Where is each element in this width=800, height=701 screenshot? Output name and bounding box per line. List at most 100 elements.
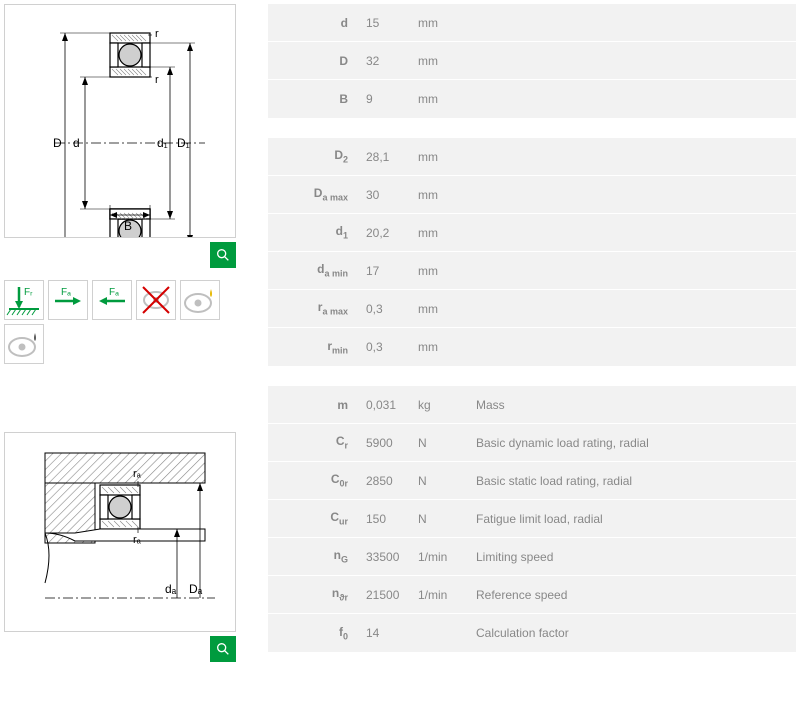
table-row: nG335001/minLimiting speed bbox=[268, 538, 796, 576]
param-description: Reference speed bbox=[472, 588, 796, 602]
param-value: 15 bbox=[360, 16, 418, 30]
load-type-icons: Fᵣ Fₐ Fₐ bbox=[4, 280, 260, 364]
table-row: d15mm bbox=[268, 4, 796, 42]
param-description: Limiting speed bbox=[472, 550, 796, 564]
param-description: Fatigue limit load, radial bbox=[472, 512, 796, 526]
dim-D: D bbox=[53, 136, 62, 150]
param-label: B bbox=[268, 92, 360, 106]
principal-dimensions-table: d15mmD32mmB9mm bbox=[268, 4, 796, 118]
param-unit: mm bbox=[418, 226, 472, 240]
mounting-dimensions-table: D228,1mmDa max30mmd120,2mmda min17mmra m… bbox=[268, 138, 796, 366]
svg-text:Fᵣ: Fᵣ bbox=[24, 287, 33, 298]
table-row: d120,2mm bbox=[268, 214, 796, 252]
radial-load-icon[interactable]: Fᵣ bbox=[4, 280, 44, 320]
dim-B: B bbox=[124, 219, 132, 233]
param-value: 0,3 bbox=[360, 302, 418, 316]
param-unit: mm bbox=[418, 92, 472, 106]
param-label: Da max bbox=[268, 186, 360, 202]
magnifier-icon bbox=[215, 641, 231, 657]
param-label: f0 bbox=[268, 625, 360, 641]
table-row: rmin0,3mm bbox=[268, 328, 796, 366]
table-row: Da max30mm bbox=[268, 176, 796, 214]
param-unit: mm bbox=[418, 264, 472, 278]
param-label: d bbox=[268, 16, 360, 30]
diagram2-svg: rₐ rₐ dₐ Dₐ bbox=[5, 433, 235, 631]
table-row: D32mm bbox=[268, 42, 796, 80]
axial-load-left-icon[interactable]: Fₐ bbox=[92, 280, 132, 320]
param-value: 0,3 bbox=[360, 340, 418, 354]
param-description: Calculation factor bbox=[472, 626, 796, 640]
dim-D1: D₁ bbox=[177, 136, 190, 150]
param-label: m bbox=[268, 398, 360, 412]
table-row: m0,031kgMass bbox=[268, 386, 796, 424]
mounting-diagram: rₐ rₐ dₐ Dₐ bbox=[4, 432, 236, 632]
param-unit: kg bbox=[418, 398, 472, 412]
diagram1-b-dim: B bbox=[5, 205, 235, 235]
param-label: nϑr bbox=[268, 586, 360, 602]
param-value: 2850 bbox=[360, 474, 418, 488]
dim-d: d bbox=[73, 136, 80, 150]
table-row: da min17mm bbox=[268, 252, 796, 290]
param-value: 17 bbox=[360, 264, 418, 278]
bearing-cross-section-diagram: D d d₁ D₁ bbox=[4, 4, 236, 238]
table-row: Cr5900NBasic dynamic load rating, radial bbox=[268, 424, 796, 462]
param-value: 21500 bbox=[360, 588, 418, 602]
table-row: B9mm bbox=[268, 80, 796, 118]
param-unit: mm bbox=[418, 150, 472, 164]
param-description: Mass bbox=[472, 398, 796, 412]
param-label: D bbox=[268, 54, 360, 68]
dim-r-top: r bbox=[155, 28, 159, 40]
table-row: C0r2850NBasic static load rating, radial bbox=[268, 462, 796, 500]
param-description: Basic static load rating, radial bbox=[472, 474, 796, 488]
table-row: ra max0,3mm bbox=[268, 290, 796, 328]
param-unit: mm bbox=[418, 188, 472, 202]
dim-da: dₐ bbox=[165, 582, 177, 596]
performance-table: m0,031kgMassCr5900NBasic dynamic load ra… bbox=[268, 386, 796, 652]
table-row: f014 Calculation factor bbox=[268, 614, 796, 652]
param-label: D2 bbox=[268, 148, 360, 164]
param-unit: mm bbox=[418, 302, 472, 316]
svg-text:Fₐ: Fₐ bbox=[61, 287, 71, 298]
param-label: rmin bbox=[268, 339, 360, 355]
dim-d1: d₁ bbox=[157, 136, 168, 150]
dim-r-bot: r bbox=[155, 74, 159, 86]
param-value: 150 bbox=[360, 512, 418, 526]
param-unit: mm bbox=[418, 340, 472, 354]
param-label: da min bbox=[268, 262, 360, 278]
not-sealed-icon[interactable] bbox=[136, 280, 176, 320]
param-unit: N bbox=[418, 474, 472, 488]
axial-load-right-icon[interactable]: Fₐ bbox=[48, 280, 88, 320]
param-value: 14 bbox=[360, 626, 418, 640]
param-value: 9 bbox=[360, 92, 418, 106]
grease-icon[interactable] bbox=[180, 280, 220, 320]
table-row: nϑr215001/minReference speed bbox=[268, 576, 796, 614]
param-label: nG bbox=[268, 548, 360, 564]
param-label: C0r bbox=[268, 472, 360, 488]
param-value: 28,1 bbox=[360, 150, 418, 164]
table-row: Cur150NFatigue limit load, radial bbox=[268, 500, 796, 538]
param-label: d1 bbox=[268, 224, 360, 240]
param-unit: mm bbox=[418, 54, 472, 68]
dim-Da: Dₐ bbox=[189, 582, 203, 596]
table-row: D228,1mm bbox=[268, 138, 796, 176]
param-unit: N bbox=[418, 512, 472, 526]
param-unit: mm bbox=[418, 16, 472, 30]
param-value: 0,031 bbox=[360, 398, 418, 412]
param-value: 32 bbox=[360, 54, 418, 68]
param-label: Cr bbox=[268, 434, 360, 450]
magnifier-icon bbox=[215, 247, 231, 263]
param-unit: N bbox=[418, 436, 472, 450]
param-unit: 1/min bbox=[418, 588, 472, 602]
zoom-button-2[interactable] bbox=[210, 636, 236, 662]
diagram1-svg: D d d₁ D₁ bbox=[5, 5, 235, 237]
param-label: Cur bbox=[268, 510, 360, 526]
dim-ra-1: rₐ bbox=[133, 468, 142, 480]
param-value: 33500 bbox=[360, 550, 418, 564]
param-value: 5900 bbox=[360, 436, 418, 450]
oil-icon[interactable] bbox=[4, 324, 44, 364]
param-unit: 1/min bbox=[418, 550, 472, 564]
zoom-button-1[interactable] bbox=[210, 242, 236, 268]
param-value: 20,2 bbox=[360, 226, 418, 240]
dim-ra-2: rₐ bbox=[133, 534, 142, 546]
svg-text:Fₐ: Fₐ bbox=[109, 287, 119, 298]
